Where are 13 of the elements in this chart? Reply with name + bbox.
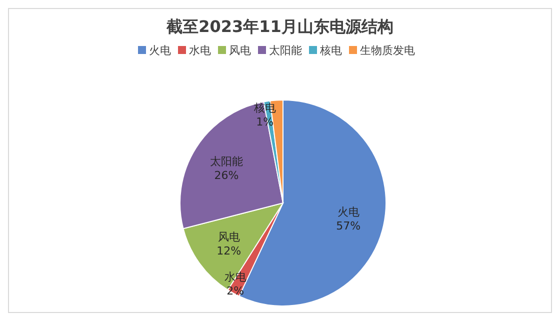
legend-label: 火电 — [149, 44, 171, 57]
data-label: 57% — [336, 220, 361, 233]
slice-label: 风电 — [218, 230, 240, 244]
legend-label: 水电 — [189, 44, 211, 57]
data-label: 12% — [216, 244, 242, 258]
legend-label: 太阳能 — [269, 44, 302, 57]
data-label: 26% — [214, 169, 239, 182]
legend-label: 核电 — [319, 44, 342, 57]
slice-label: 火电 — [337, 206, 360, 219]
slice-label: 太阳能 — [210, 155, 243, 168]
legend-label: 风电 — [229, 44, 251, 57]
chart-title: 截至2023年11月山东电源结构 — [166, 17, 394, 36]
legend-label: 生物质发电 — [360, 44, 415, 57]
